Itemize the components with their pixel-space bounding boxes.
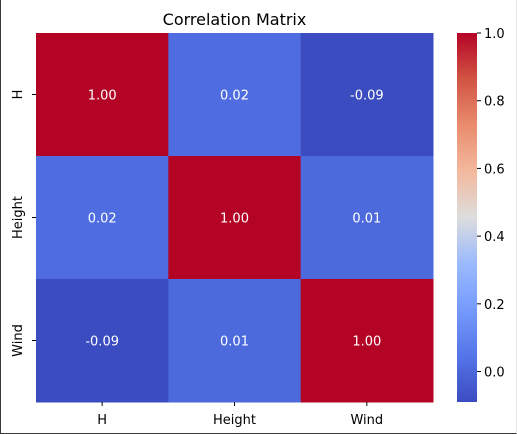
x-tick-label: H (97, 413, 107, 428)
heatmap-cell (168, 156, 302, 280)
x-tick-label: Height (213, 413, 256, 428)
heatmap-cell (168, 279, 302, 403)
cell-annotation: 0.01 (352, 212, 381, 227)
cell-annotation: 1.00 (352, 335, 381, 350)
heatmap-cell (300, 156, 434, 280)
colorbar-tick-label: 0.8 (484, 95, 505, 110)
heatmap-cell (36, 279, 169, 403)
y-tick-label: Height (11, 196, 26, 239)
colorbar (457, 33, 477, 402)
colorbar-tick-label: 1.0 (484, 27, 505, 42)
heatmap-cells (36, 33, 434, 403)
cell-annotation: -0.09 (350, 89, 384, 104)
heatmap-cell (36, 156, 169, 280)
colorbar-tick-label: 0.4 (484, 230, 505, 245)
chart-title: Correlation Matrix (163, 10, 307, 29)
cell-annotation: 1.00 (220, 212, 249, 227)
y-tick-label: H (11, 90, 26, 100)
cell-annotation: -0.09 (85, 335, 119, 350)
cell-annotation: 0.02 (88, 212, 117, 227)
x-axis: H Height Wind (97, 402, 383, 428)
colorbar-tick-label: 0.6 (484, 162, 505, 177)
colorbar-axis: 0.0 0.2 0.4 0.6 0.8 1.0 (477, 27, 505, 381)
y-axis: H Height Wind (11, 90, 36, 357)
heatmap-cell (168, 33, 302, 157)
cell-annotation: 1.00 (88, 89, 117, 104)
heatmap-cell (300, 279, 434, 403)
cell-annotation: 0.01 (220, 335, 249, 350)
x-tick-label: Wind (350, 413, 383, 428)
colorbar-tick-label: 0.2 (484, 298, 505, 313)
colorbar-tick-label: 0.0 (484, 366, 505, 381)
y-tick-label: Wind (11, 324, 26, 357)
cell-annotation: 0.02 (220, 89, 249, 104)
cell-annotations: 1.00 0.02 -0.09 0.02 1.00 0.01 -0.09 0.01 1.00 (85, 89, 383, 350)
heatmap-cell (36, 33, 169, 157)
heatmap-cell (300, 33, 434, 157)
